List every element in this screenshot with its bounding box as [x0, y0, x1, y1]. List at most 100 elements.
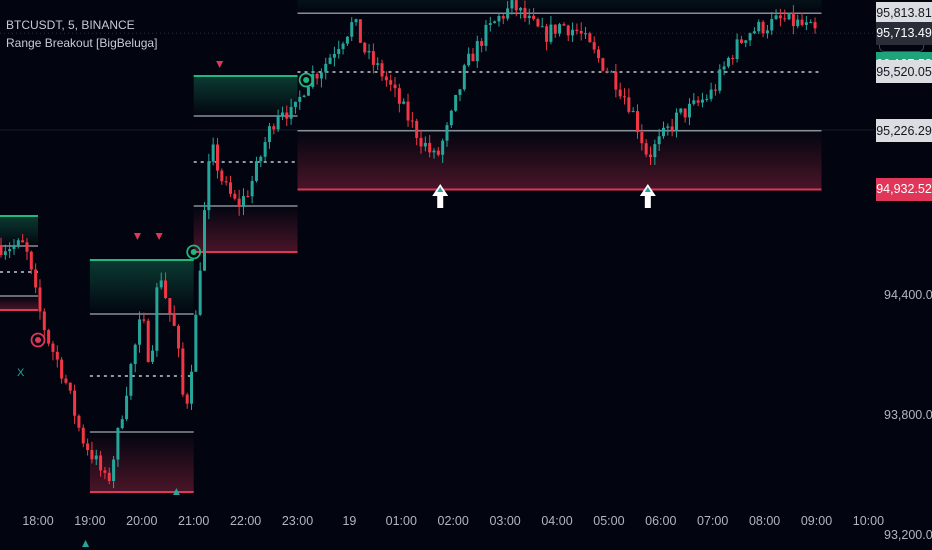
- candle-body: [0, 246, 3, 255]
- candle-body: [224, 181, 228, 183]
- candle-body: [151, 350, 155, 362]
- candle-body: [389, 80, 393, 85]
- candle-body: [462, 65, 466, 90]
- buy-arrow-tip: [437, 187, 444, 192]
- candle-body: [164, 280, 168, 299]
- candle-body: [705, 98, 709, 100]
- candle-body: [540, 26, 544, 28]
- price-axis-label: 93,800.00: [884, 408, 932, 422]
- candle-body: [501, 16, 505, 19]
- candle-body: [415, 120, 419, 138]
- symbol-title[interactable]: BTCUSDT, 5, BINANCE: [6, 18, 135, 32]
- candle-body: [623, 96, 627, 98]
- candle-body: [68, 382, 72, 391]
- candle-body: [566, 25, 570, 36]
- time-axis-label: 03:00: [489, 514, 521, 528]
- candle-body: [549, 24, 553, 42]
- candle-body: [280, 112, 284, 117]
- indicator-title[interactable]: Range Breakout [BigBeluga]: [6, 36, 158, 50]
- candle-body: [739, 39, 743, 43]
- candle-body: [796, 19, 800, 27]
- candle-body: [718, 69, 722, 91]
- time-axis-label: 19: [342, 514, 357, 528]
- small-buy-triangle-icon: [82, 540, 90, 547]
- candle-body: [319, 72, 323, 79]
- candle-body: [363, 42, 367, 53]
- candle-body: [146, 320, 150, 362]
- candle-body: [467, 53, 471, 66]
- candle-body: [198, 270, 202, 315]
- candle-body: [371, 51, 375, 65]
- time-axis-label: 09:00: [800, 514, 833, 528]
- candle-body: [293, 101, 297, 107]
- candle-body: [289, 106, 293, 119]
- candle-body: [787, 12, 791, 20]
- price-tag: 95,813.81: [876, 1, 932, 25]
- range-upper-zone: [89, 260, 194, 314]
- candle-body: [341, 43, 345, 50]
- candle-body: [687, 103, 691, 118]
- candle-body: [627, 97, 631, 112]
- candle-body: [813, 22, 817, 29]
- small-buy-triangle-icon: [172, 488, 180, 495]
- candle-body: [709, 89, 713, 99]
- candle-body: [493, 21, 497, 24]
- candle-body: [748, 33, 752, 41]
- candle-body: [272, 126, 276, 130]
- candle-body: [246, 196, 250, 198]
- candle-body: [475, 41, 479, 62]
- candle-body: [484, 24, 488, 46]
- candle-body: [588, 33, 592, 43]
- candle-body: [133, 344, 137, 365]
- candle-body: [397, 88, 401, 104]
- candle-body: [432, 150, 436, 153]
- candle-body: [86, 443, 90, 451]
- candle-body: [614, 71, 618, 90]
- candle-body: [683, 108, 687, 118]
- candle-body: [367, 51, 371, 53]
- candle-body: [653, 144, 657, 158]
- candle-body: [350, 22, 354, 37]
- candle-body: [428, 142, 432, 153]
- candle-body: [181, 348, 185, 395]
- candle-body: [692, 100, 696, 104]
- candle-body: [445, 125, 449, 141]
- candle-body: [423, 142, 427, 147]
- candle-body: [752, 31, 756, 34]
- candle-body: [99, 455, 103, 471]
- candle-body: [185, 394, 189, 404]
- candle-body: [241, 196, 245, 207]
- candle-body: [406, 101, 410, 121]
- candle-body: [553, 24, 557, 34]
- price-tag: 95,520.05: [876, 60, 932, 84]
- candle-body: [324, 63, 328, 73]
- time-axis-label: 22:00: [229, 514, 262, 528]
- small-sell-triangle-icon: [133, 233, 141, 240]
- candle-body: [527, 15, 531, 19]
- candle-body: [64, 378, 68, 383]
- candle-body: [285, 112, 289, 119]
- candle-body: [584, 33, 588, 35]
- candle-body: [497, 16, 501, 22]
- candle-body: [216, 144, 219, 171]
- candle-body: [21, 240, 25, 243]
- range-boxes: [0, 0, 874, 493]
- range-lower-zone: [193, 206, 298, 252]
- candle-body: [670, 126, 674, 131]
- candle-body: [94, 455, 98, 460]
- time-axis-label: 18:00: [22, 514, 54, 528]
- candle-body: [618, 89, 622, 97]
- candle-body: [55, 351, 59, 360]
- range-lower-zone: [297, 130, 822, 190]
- small-sell-triangle-icon: [216, 61, 224, 68]
- candle-body: [536, 19, 540, 27]
- price-tag: 95,713.49: [876, 21, 932, 45]
- candle-body: [332, 53, 336, 58]
- buy-arrow-icon: [639, 184, 656, 208]
- time-axis-label: 10:00: [852, 514, 885, 528]
- candle-body: [267, 126, 271, 143]
- candle-body: [610, 71, 614, 73]
- candle-body: [410, 120, 414, 122]
- price-tag: 94,932.52: [876, 177, 932, 201]
